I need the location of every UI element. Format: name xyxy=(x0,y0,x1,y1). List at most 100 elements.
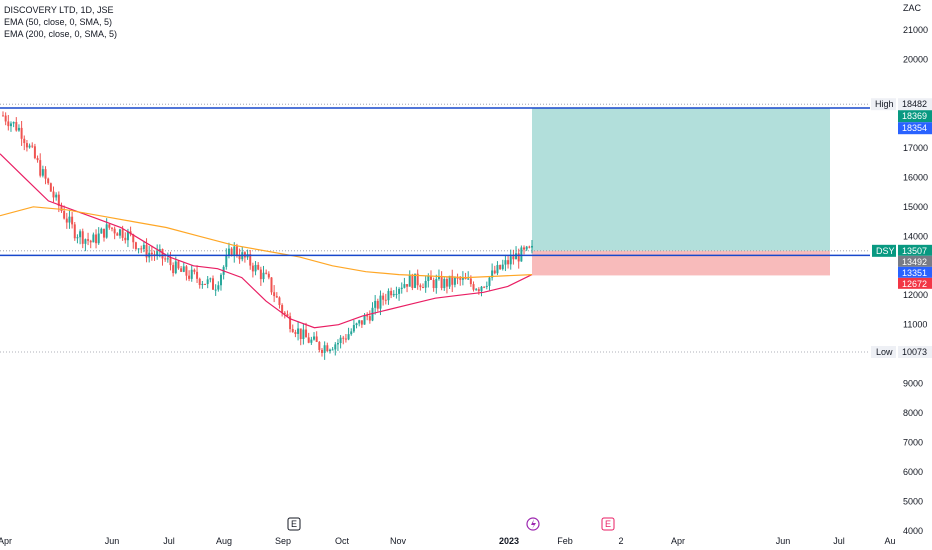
candle-body xyxy=(63,210,66,219)
candle-body xyxy=(297,328,300,334)
candle-body xyxy=(517,253,520,262)
ema50-tag-value: 13492 xyxy=(902,257,927,267)
candle-body xyxy=(97,233,100,244)
candle-body xyxy=(20,127,23,139)
candle-body xyxy=(126,231,129,241)
candle-body xyxy=(76,237,79,239)
candle-body xyxy=(270,277,273,293)
candle-body xyxy=(87,239,90,241)
candle-body xyxy=(307,337,310,343)
y-tick-label: 6000 xyxy=(903,467,923,477)
candle-body xyxy=(384,299,387,301)
candle-body xyxy=(193,269,196,272)
candle-body xyxy=(459,278,462,280)
candle-body xyxy=(118,229,121,236)
candle-body xyxy=(406,284,409,287)
candle-body xyxy=(55,194,58,198)
low-label-box xyxy=(871,346,896,359)
high-value: 18482 xyxy=(902,99,927,109)
candle-body xyxy=(81,231,84,244)
candle-body xyxy=(238,255,241,260)
x-tick-label: Apr xyxy=(671,536,685,546)
candle-body xyxy=(501,264,504,270)
candle-body xyxy=(89,240,92,243)
lightning-bolt xyxy=(531,519,536,529)
earnings-future-icon xyxy=(601,517,615,531)
candle-body xyxy=(366,315,369,317)
x-tick-label: Feb xyxy=(557,536,573,546)
candle-body xyxy=(477,289,480,292)
high-label-box xyxy=(871,98,896,111)
low-label: Low xyxy=(876,347,893,357)
candle-body xyxy=(254,264,257,272)
candle-body xyxy=(257,264,260,270)
candle-body xyxy=(464,277,467,280)
y-tick-label: 20000 xyxy=(903,54,928,64)
high-value-box xyxy=(898,98,932,111)
ema50-tag-value-box xyxy=(898,255,932,267)
candle-body xyxy=(198,278,201,286)
y-tick-label: 12000 xyxy=(903,290,928,300)
candle-body xyxy=(320,349,323,353)
candle-body xyxy=(60,205,63,211)
candle-body xyxy=(283,312,286,315)
x-tick-label: Apr xyxy=(0,536,12,546)
candle-body xyxy=(424,280,427,288)
y-tick-label: 15000 xyxy=(903,202,928,212)
candle-body xyxy=(225,255,228,267)
candle-body xyxy=(352,325,355,332)
candle-body xyxy=(331,349,334,351)
symbol-label-box xyxy=(872,244,896,257)
candle-body xyxy=(371,307,374,321)
candle-body xyxy=(350,331,353,335)
candle-body xyxy=(174,261,177,274)
candle-body xyxy=(360,320,363,325)
candle-body xyxy=(190,269,193,279)
candle-body xyxy=(499,265,502,270)
line-bottom-value: 13351 xyxy=(902,268,927,278)
candle-body xyxy=(52,191,55,198)
candle-body xyxy=(259,269,262,280)
candle-body xyxy=(7,121,10,127)
candle-body xyxy=(116,233,119,236)
candle-body xyxy=(435,279,438,289)
candle-body xyxy=(15,122,18,131)
candle-body xyxy=(403,284,406,288)
candle-body xyxy=(347,334,350,340)
candle-body xyxy=(84,239,87,244)
x-tick-label: Sep xyxy=(275,536,291,546)
candle-body xyxy=(448,275,451,287)
candle-body xyxy=(411,275,414,288)
candle-body xyxy=(214,289,217,291)
candle-body xyxy=(100,228,103,234)
candle-body xyxy=(2,115,4,117)
candle-body xyxy=(161,249,164,259)
candle-body xyxy=(310,339,313,343)
candle-body xyxy=(525,246,528,250)
candle-body xyxy=(342,337,345,339)
candle-body xyxy=(392,293,395,296)
candle-body xyxy=(475,289,478,291)
candle-body xyxy=(382,295,385,300)
y-tick-label: 5000 xyxy=(903,497,923,507)
candle-body xyxy=(185,266,188,276)
symbol-value-box xyxy=(898,244,932,256)
profit-zone xyxy=(532,107,830,251)
low-value: 10073 xyxy=(902,347,927,357)
candle-body xyxy=(445,278,448,287)
candle-body xyxy=(469,278,472,285)
candle-body xyxy=(480,286,483,292)
candle-body xyxy=(387,290,390,301)
candle-body xyxy=(443,278,446,289)
candle-body xyxy=(291,329,294,333)
candle-body xyxy=(491,270,494,278)
y-tick-label: 16000 xyxy=(903,172,928,182)
candle-body xyxy=(4,115,7,122)
candle-body xyxy=(305,329,308,338)
candle-body xyxy=(169,258,172,266)
candle-body xyxy=(68,216,71,223)
x-tick-label: Au xyxy=(884,536,895,546)
candle-body xyxy=(408,275,411,287)
candle-body xyxy=(110,227,113,229)
